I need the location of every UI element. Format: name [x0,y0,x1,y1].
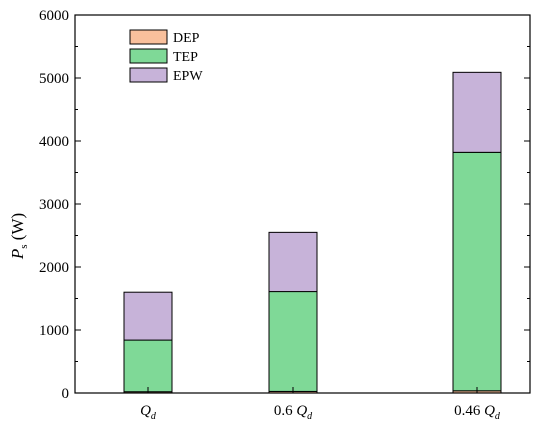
bars-group [123,71,502,394]
y-axis: 0 1000 2000 3000 4000 5000 6000 [39,8,530,402]
legend-label-tep: TEP [173,50,198,65]
bar-epw [123,291,173,341]
x-axis: Qd 0.6 Qd 0.46 Qd [140,387,501,422]
legend-swatch-tep [129,48,168,64]
y-tick-label: 2000 [39,260,69,276]
legend-label-dep: DEP [173,31,200,46]
y-axis-label: Ps (W) [8,213,30,260]
x-tick-label-prefix: 0.6 [274,403,297,419]
legend-label-epw: EPW [173,69,203,84]
bar-epw [268,231,318,293]
y-axis-label-subscript: s [18,244,30,248]
y-tick-label: 1000 [39,323,69,339]
bar-tep [452,151,502,392]
y-axis-label-symbol: P [8,249,27,260]
legend-swatch-epw [129,67,168,83]
x-tick-label-subscript: d [151,411,157,422]
x-tick-label: Qd [140,403,157,422]
x-tick-label-symbol: Q [140,403,151,419]
y-tick-label: 4000 [39,134,69,150]
x-tick-label: 0.46 Qd [454,403,501,422]
y-tick-label: 3000 [39,197,69,213]
x-tick-label-prefix: 0.46 [454,403,484,419]
x-tick-label-symbol: Q [296,403,307,419]
y-tick-label: 5000 [39,71,69,87]
x-tick-label-symbol: Q [484,403,495,419]
x-tick-label-subscript: d [495,411,501,422]
y-tick-label: 0 [62,386,70,402]
legend: DEP TEP EPW [129,29,203,84]
x-tick-label: 0.6 Qd [274,403,313,422]
bar-tep [123,339,173,393]
x-tick-label-subscript: d [307,411,313,422]
legend-swatch-dep [129,29,168,45]
bar-epw [452,71,502,153]
y-tick-label: 6000 [39,8,69,24]
bar-tep [268,291,318,392]
y-axis-label-unit: (W) [8,213,27,245]
